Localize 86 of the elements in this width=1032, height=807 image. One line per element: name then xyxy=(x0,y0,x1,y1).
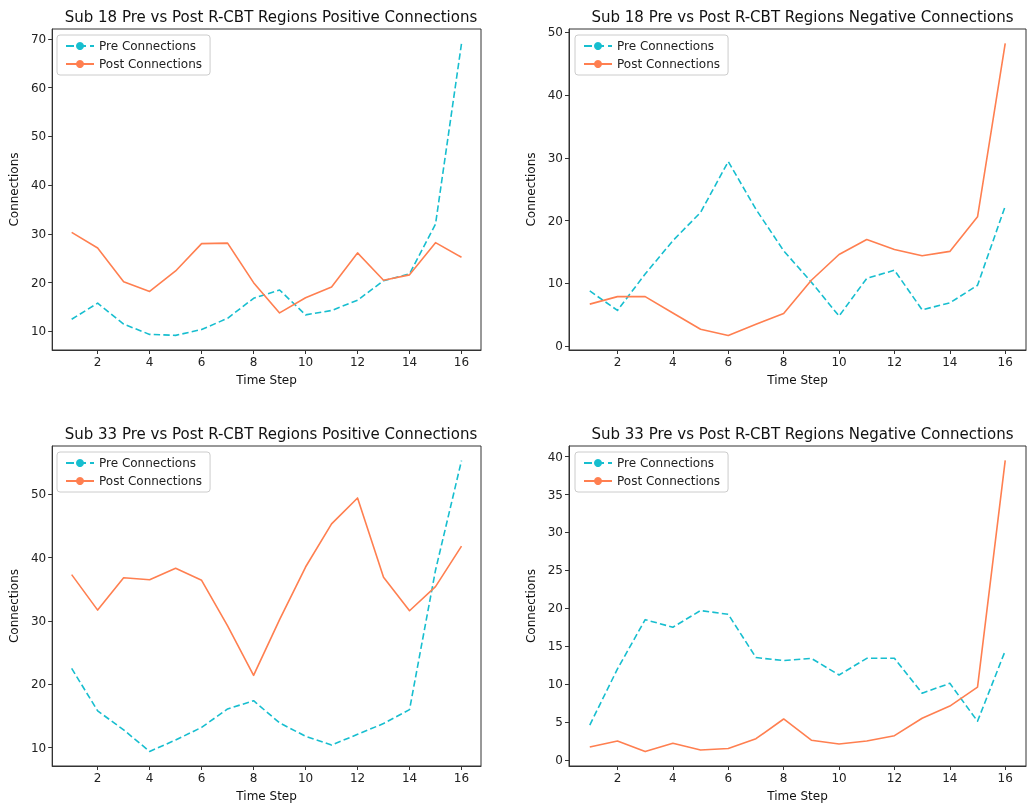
x-tick-label: 4 xyxy=(145,771,154,785)
line-series xyxy=(70,42,463,337)
x-tick-label: 14 xyxy=(942,771,958,785)
x-tick-label: 8 xyxy=(779,771,788,785)
legend-label: Pre Connections xyxy=(99,456,197,470)
y-tick-label: 30 xyxy=(547,525,563,540)
x-tick-label: 8 xyxy=(249,771,258,785)
x-tick-label: 10 xyxy=(297,355,314,369)
legend-label: Post Connections xyxy=(617,474,721,488)
x-tick-label: 6 xyxy=(197,771,206,785)
y-tick-label: 40 xyxy=(547,87,563,102)
x-tick-label: 6 xyxy=(724,355,733,369)
y-tick-label: 40 xyxy=(547,449,563,464)
y-tick-label: 50 xyxy=(30,487,47,502)
legend-label: Pre Connections xyxy=(99,39,197,53)
x-tick-label: 6 xyxy=(197,355,206,369)
y-axis-title: Connections xyxy=(523,152,538,227)
y-tick-label: 70 xyxy=(30,31,47,46)
y-tick-label: 60 xyxy=(30,80,47,95)
x-tick-label: 12 xyxy=(349,771,366,785)
x-tick-label: 2 xyxy=(613,771,622,785)
y-tick-label: 10 xyxy=(30,740,47,755)
y-tick-label: 0 xyxy=(555,339,563,354)
x-tick-label: 14 xyxy=(401,771,418,785)
y-tick-label: 20 xyxy=(30,677,47,692)
x-tick-label: 10 xyxy=(297,771,314,785)
y-tick-label: 30 xyxy=(30,613,47,628)
chart-title: Sub 33 Pre vs Post R-CBT Regions Positive Connections xyxy=(64,424,478,443)
y-tick-label: 15 xyxy=(547,639,563,654)
x-tick-label: 4 xyxy=(669,771,677,785)
y-tick-label: 10 xyxy=(547,677,563,692)
y-tick-label: 0 xyxy=(555,752,563,767)
y-tick-label: 5 xyxy=(555,715,563,730)
legend-label: Post Connections xyxy=(617,57,721,71)
legend-label: Pre Connections xyxy=(617,39,715,53)
x-tick-label: 2 xyxy=(93,355,102,369)
x-axis-title: Time Step xyxy=(766,789,828,803)
x-tick-label: 8 xyxy=(249,355,258,369)
y-tick-label: 20 xyxy=(547,601,563,616)
x-tick-label: 12 xyxy=(349,355,366,369)
x-tick-label: 6 xyxy=(724,771,733,785)
chart-title: Sub 18 Pre vs Post R-CBT Regions Positive Connections xyxy=(64,7,478,26)
x-tick-label: 12 xyxy=(886,355,903,369)
x-tick-label: 4 xyxy=(669,355,677,369)
y-tick-label: 30 xyxy=(30,226,47,241)
x-tick-label: 10 xyxy=(831,355,847,369)
x-tick-label: 16 xyxy=(453,355,470,369)
legend-label: Post Connections xyxy=(99,474,203,488)
x-tick-label: 10 xyxy=(831,771,847,785)
legend-label: Post Connections xyxy=(99,57,203,71)
x-tick-label: 14 xyxy=(942,355,958,369)
y-tick-label: 40 xyxy=(30,550,47,565)
line-series xyxy=(588,42,1007,337)
y-axis-title: Connections xyxy=(7,568,21,644)
y-tick-label: 50 xyxy=(30,129,47,144)
line-series xyxy=(588,459,1007,753)
line-series xyxy=(588,609,1007,726)
y-tick-label: 20 xyxy=(30,275,47,290)
legend-label: Pre Connections xyxy=(617,456,715,470)
y-tick-label: 40 xyxy=(30,178,47,193)
line-series xyxy=(70,497,463,677)
y-tick-label: 35 xyxy=(547,487,563,502)
y-tick-label: 10 xyxy=(547,276,563,291)
x-tick-label: 8 xyxy=(779,355,788,369)
x-tick-label: 14 xyxy=(401,355,418,369)
y-axis-title: Connections xyxy=(7,152,21,227)
x-tick-label: 2 xyxy=(613,355,622,369)
x-tick-label: 12 xyxy=(886,771,903,785)
line-series xyxy=(70,231,463,314)
y-tick-label: 20 xyxy=(547,213,563,228)
line-series xyxy=(588,160,1007,317)
x-tick-label: 16 xyxy=(453,771,470,785)
chart-title: Sub 18 Pre vs Post R-CBT Regions Negative Connections xyxy=(591,7,1014,26)
x-axis-title: Time Step xyxy=(235,373,297,387)
chart-title: Sub 33 Pre vs Post R-CBT Regions Negative Connections xyxy=(591,424,1014,443)
x-tick-label: 4 xyxy=(145,355,154,369)
x-axis-title: Time Step xyxy=(766,373,828,387)
x-tick-label: 16 xyxy=(997,771,1013,785)
y-tick-label: 50 xyxy=(547,25,563,40)
y-tick-label: 25 xyxy=(547,563,563,578)
x-tick-label: 16 xyxy=(997,355,1013,369)
x-axis-title: Time Step xyxy=(235,789,297,803)
y-tick-label: 30 xyxy=(547,150,563,165)
y-axis-title: Connections xyxy=(523,568,538,644)
x-tick-label: 2 xyxy=(93,771,102,785)
y-tick-label: 10 xyxy=(30,324,47,339)
